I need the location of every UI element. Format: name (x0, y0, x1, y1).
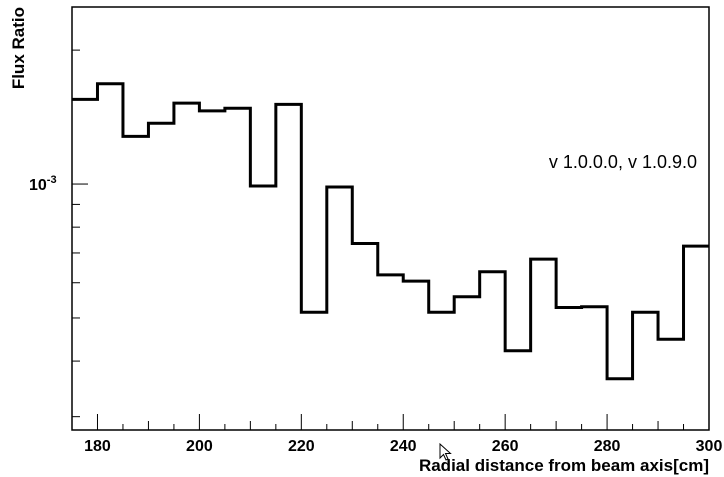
x-tick-label: 240 (390, 438, 417, 455)
x-axis-title: Radial distance from beam axis[cm] (419, 456, 709, 475)
x-tick-labels: 180 200 220 240 260 280 300 (84, 438, 722, 455)
x-tick-label: 300 (696, 438, 723, 455)
flux-ratio-series (72, 82, 709, 381)
mouse-pointer-icon (439, 443, 452, 461)
x-tick-label: 280 (594, 438, 621, 455)
y-tick-exponent: -3 (47, 174, 57, 186)
x-tick-label: 260 (492, 438, 519, 455)
y-axis-title: Flux Ratio (9, 7, 28, 89)
y-tick-labels: 10-3 (29, 174, 57, 194)
axis-ticks (71, 49, 710, 430)
x-tick-label: 180 (84, 438, 111, 455)
version-annotation: v 1.0.0.0, v 1.0.9.0 (549, 152, 697, 172)
x-tick-label: 200 (186, 438, 213, 455)
y-tick-label: 10-3 (29, 174, 57, 194)
x-tick-label: 220 (288, 438, 315, 455)
plot-frame (71, 6, 710, 431)
